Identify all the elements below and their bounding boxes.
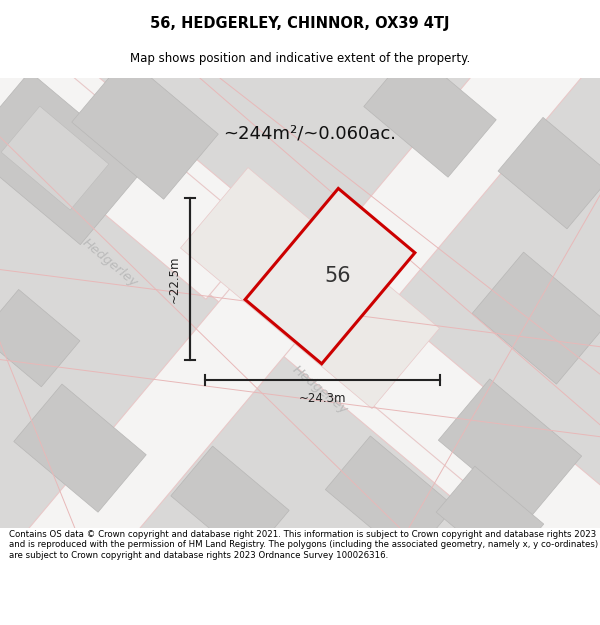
Polygon shape bbox=[5, 265, 314, 611]
Polygon shape bbox=[181, 168, 440, 409]
Text: Hedgerley: Hedgerley bbox=[80, 236, 140, 290]
Text: ~24.3m: ~24.3m bbox=[299, 392, 346, 404]
Polygon shape bbox=[14, 384, 146, 512]
Polygon shape bbox=[295, 0, 600, 341]
Text: Map shows position and indicative extent of the property.: Map shows position and indicative extent… bbox=[130, 52, 470, 65]
Polygon shape bbox=[472, 252, 600, 384]
Polygon shape bbox=[171, 446, 289, 560]
Text: Hedgerley: Hedgerley bbox=[290, 363, 350, 417]
Text: Contains OS data © Crown copyright and database right 2021. This information is : Contains OS data © Crown copyright and d… bbox=[9, 530, 598, 560]
Polygon shape bbox=[436, 466, 544, 570]
Polygon shape bbox=[439, 379, 581, 518]
Polygon shape bbox=[0, 31, 600, 586]
Polygon shape bbox=[0, 72, 145, 244]
Polygon shape bbox=[1, 106, 109, 210]
Polygon shape bbox=[340, 312, 600, 625]
Text: 56, HEDGERLEY, CHINNOR, OX39 4TJ: 56, HEDGERLEY, CHINNOR, OX39 4TJ bbox=[150, 16, 450, 31]
Polygon shape bbox=[0, 78, 600, 528]
Polygon shape bbox=[245, 189, 415, 364]
Polygon shape bbox=[364, 49, 496, 177]
Polygon shape bbox=[498, 118, 600, 229]
Polygon shape bbox=[0, 0, 260, 299]
Text: 56: 56 bbox=[325, 266, 352, 286]
Text: ~22.5m: ~22.5m bbox=[167, 256, 181, 303]
Polygon shape bbox=[0, 289, 80, 387]
Text: ~244m²/~0.060ac.: ~244m²/~0.060ac. bbox=[223, 124, 397, 142]
Polygon shape bbox=[325, 436, 455, 560]
Polygon shape bbox=[72, 57, 218, 199]
